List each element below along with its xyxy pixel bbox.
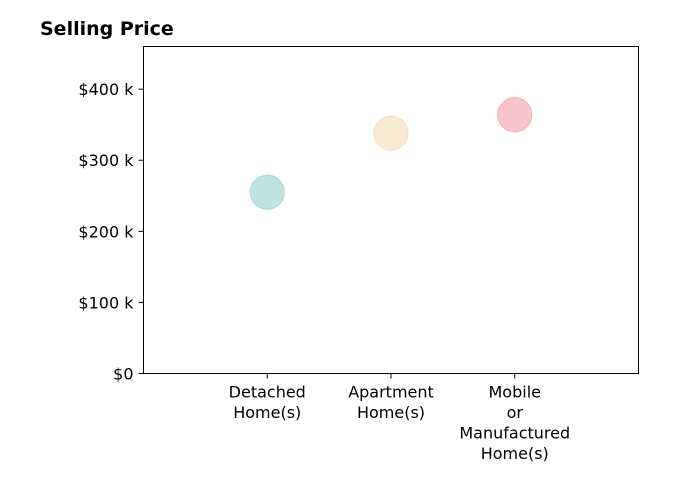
y-tick-label: $0: [113, 365, 133, 384]
x-tick-label: Mobile or Manufactured Home(s): [459, 383, 570, 464]
y-tick-label: $300 k: [78, 151, 134, 170]
y-tick-label: $400 k: [78, 80, 134, 99]
x-axis: Detached Home(s) Apartment Home(s) Mobile or M…: [229, 373, 570, 464]
data-point: [249, 174, 285, 210]
x-tick-label: Apartment Home(s): [348, 383, 434, 423]
data-point: [497, 97, 533, 133]
data-point: [373, 115, 409, 151]
y-tick-label: $100 k: [78, 293, 134, 312]
y-axis: $0 $100 k $200 k $300 k $400 k: [78, 80, 144, 384]
chart-title: Selling Price: [40, 18, 174, 40]
y-tick-label: $200 k: [78, 222, 134, 241]
data-points-group: [249, 97, 533, 210]
x-tick-label: Detached Home(s): [229, 383, 306, 423]
plot-frame: [143, 46, 639, 374]
